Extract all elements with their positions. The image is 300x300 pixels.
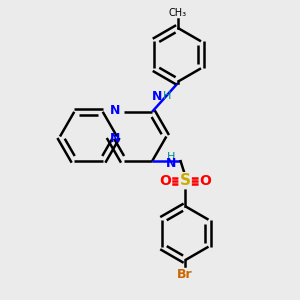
Text: Br: Br (177, 268, 193, 281)
Text: S: S (180, 173, 190, 188)
Text: O: O (159, 174, 171, 188)
Text: H: H (164, 91, 172, 101)
Text: O: O (199, 174, 211, 188)
Text: N: N (166, 157, 176, 170)
Text: CH₃: CH₃ (169, 8, 187, 18)
Text: N: N (152, 90, 162, 103)
Text: N: N (110, 104, 120, 117)
Text: H: H (167, 152, 175, 162)
Text: N: N (110, 131, 120, 145)
